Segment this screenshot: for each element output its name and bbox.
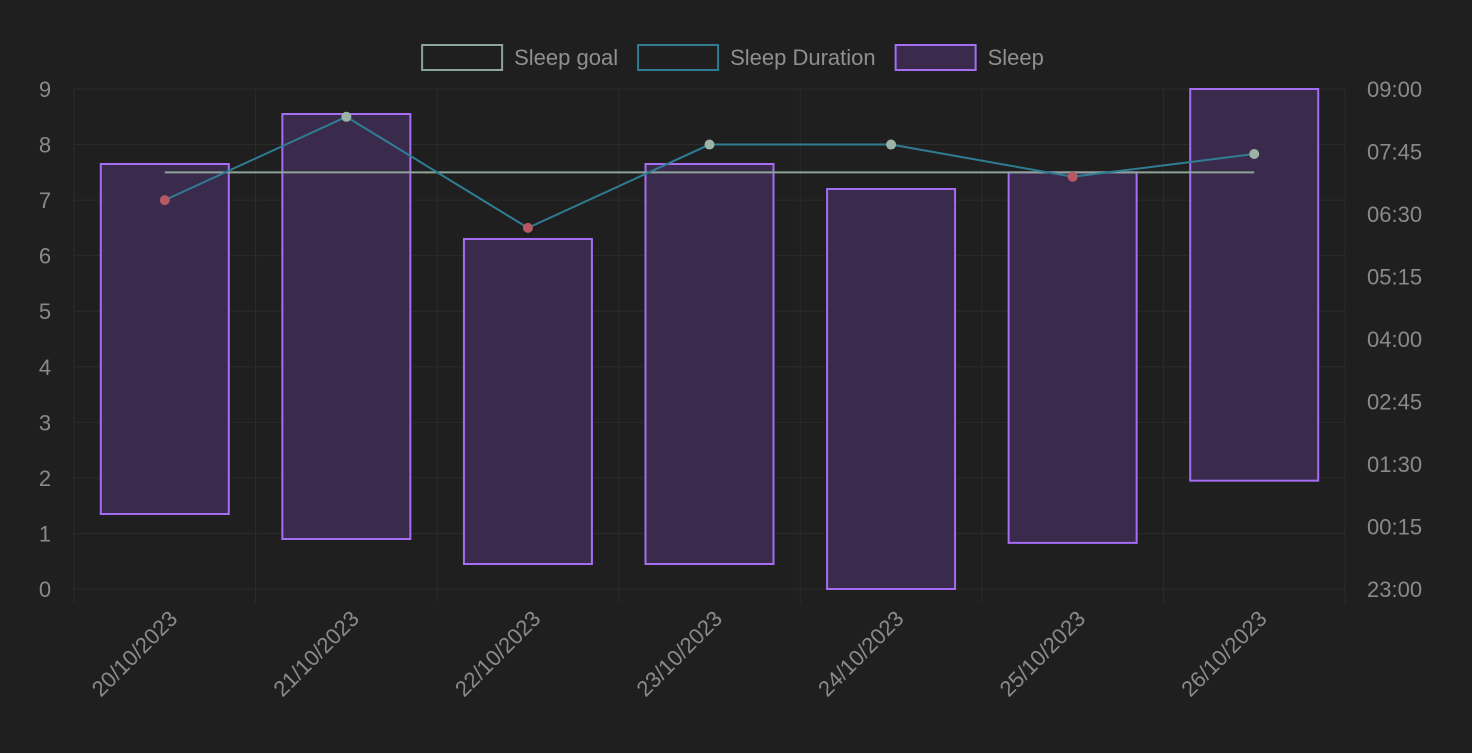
- left-y-axis: 0 1 2 3 4 5 6 7 8 9: [39, 77, 51, 602]
- legend-swatch: [894, 44, 977, 71]
- duration-point-missed[interactable]: [1067, 171, 1078, 182]
- right-axis-tick-label: 09:00: [1367, 77, 1422, 102]
- sleep-bar[interactable]: [1007, 171, 1138, 544]
- right-axis-tick-label: 00:15: [1367, 515, 1422, 540]
- duration-point-missed[interactable]: [159, 195, 170, 206]
- left-axis-tick-label: 4: [39, 355, 51, 380]
- right-axis-tick-label: 04:00: [1367, 327, 1422, 352]
- left-axis-tick-label: 6: [39, 244, 51, 269]
- sleep-bar[interactable]: [281, 113, 412, 540]
- legend-label: Sleep goal: [514, 45, 618, 70]
- left-axis-tick-label: 0: [39, 577, 51, 602]
- sleep-duration-line: [159, 111, 1260, 233]
- legend-swatch: [637, 44, 720, 71]
- x-axis-tick-label: 22/10/2023: [450, 606, 546, 702]
- legend-item[interactable]: Sleep Duration: [637, 44, 876, 71]
- x-axis-tick-label: 20/10/2023: [87, 606, 183, 702]
- sleep-bar[interactable]: [462, 238, 593, 565]
- x-axis-tick-label: 25/10/2023: [995, 606, 1091, 702]
- x-axis-tick-label: 21/10/2023: [268, 606, 364, 702]
- right-y-axis: 23:00 00:15 01:30 02:45 04:00 05:15 06:30 07:45…: [1367, 77, 1422, 602]
- sleep-bar[interactable]: [99, 163, 230, 515]
- x-axis-tick-label: 23/10/2023: [631, 606, 727, 702]
- duration-point-met[interactable]: [341, 111, 352, 122]
- left-axis-tick-label: 7: [39, 188, 51, 213]
- legend: Sleep goal Sleep Duration Sleep: [421, 44, 1044, 71]
- left-axis-tick-label: 8: [39, 133, 51, 158]
- x-axis-tick-label: 24/10/2023: [813, 606, 909, 702]
- legend-label: Sleep Duration: [730, 45, 876, 70]
- right-axis-tick-label: 05:15: [1367, 265, 1422, 290]
- x-axis: 20/10/2023 21/10/2023 22/10/2023 23/10/2023…: [87, 606, 1272, 702]
- left-axis-tick-label: 5: [39, 299, 51, 324]
- duration-point-missed[interactable]: [522, 222, 533, 233]
- legend-swatch: [421, 44, 504, 71]
- sleep-bar[interactable]: [1189, 88, 1320, 482]
- left-axis-tick-label: 1: [39, 521, 51, 546]
- legend-item[interactable]: Sleep goal: [421, 44, 618, 71]
- right-axis-tick-label: 01:30: [1367, 452, 1422, 477]
- sleep-bar[interactable]: [644, 163, 775, 565]
- x-axis-tick-label: 26/10/2023: [1176, 606, 1272, 702]
- left-axis-tick-label: 2: [39, 466, 51, 491]
- duration-point-met[interactable]: [1249, 149, 1260, 159]
- legend-item[interactable]: Sleep: [894, 44, 1044, 71]
- duration-point-met[interactable]: [704, 139, 715, 150]
- right-axis-tick-label: 06:30: [1367, 202, 1422, 227]
- legend-label: Sleep: [988, 45, 1044, 70]
- sleep-bars: [99, 88, 1320, 590]
- left-axis-tick-label: 3: [39, 410, 51, 435]
- left-axis-tick-label: 9: [39, 77, 51, 102]
- sleep-bar[interactable]: [826, 188, 957, 590]
- duration-point-met[interactable]: [886, 139, 897, 150]
- right-axis-tick-label: 02:45: [1367, 390, 1422, 415]
- right-axis-tick-label: 07:45: [1367, 140, 1422, 165]
- right-axis-tick-label: 23:00: [1367, 577, 1422, 602]
